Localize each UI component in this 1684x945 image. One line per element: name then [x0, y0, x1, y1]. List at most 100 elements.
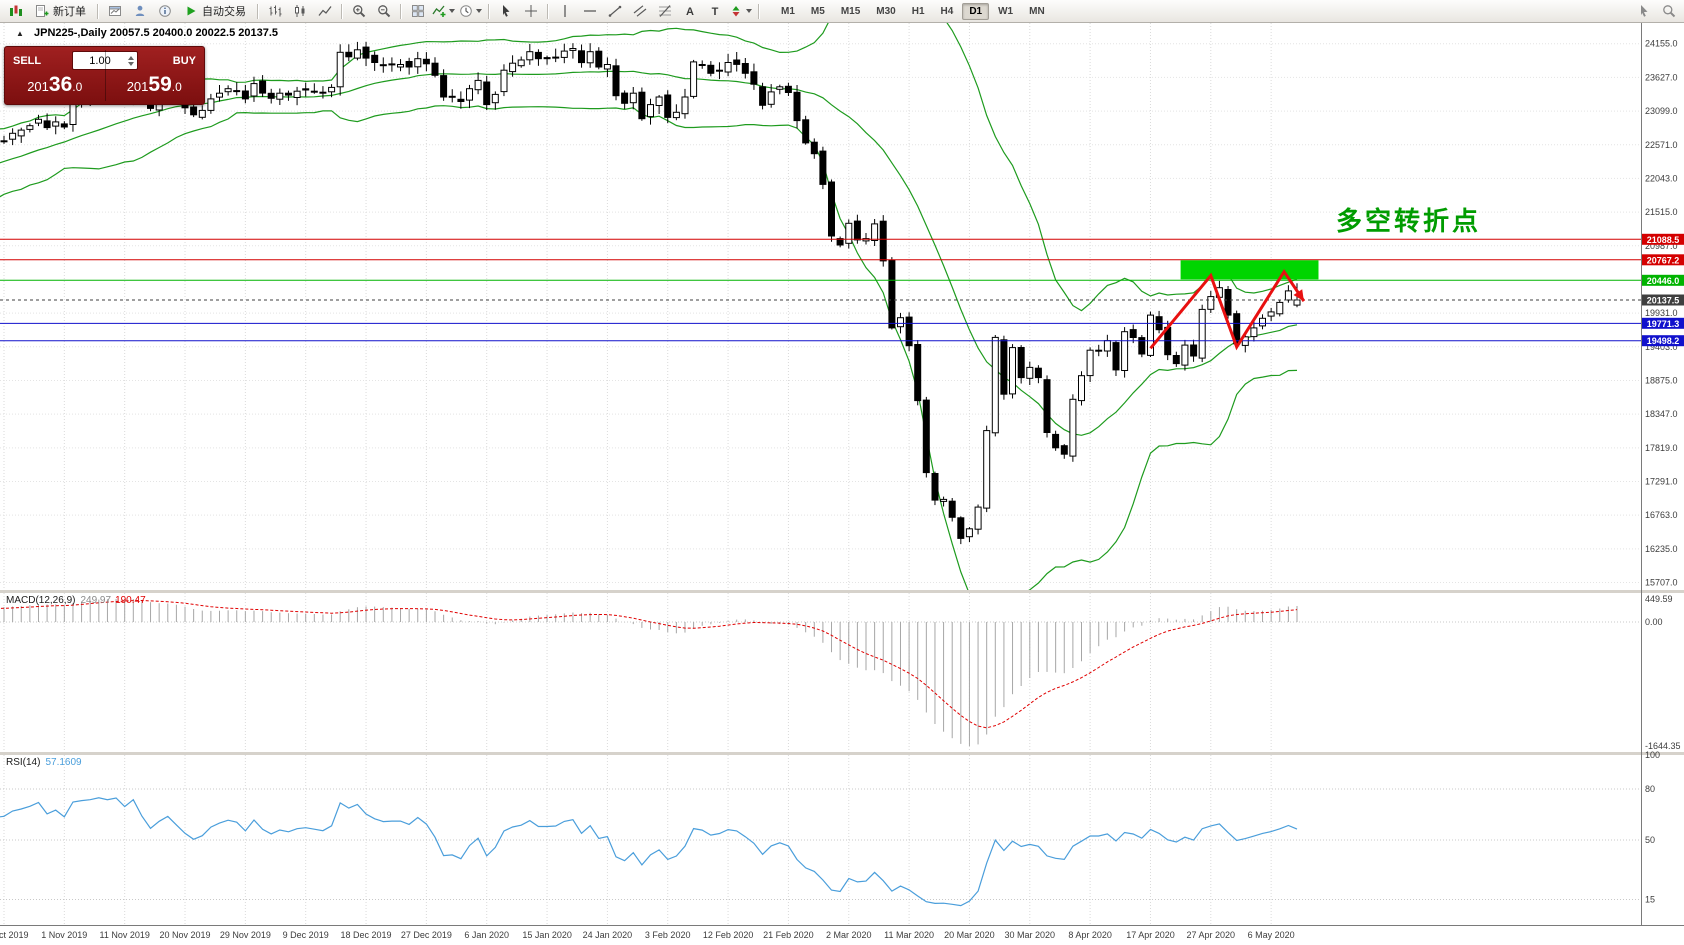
- timeframe-mn-button[interactable]: MN: [1029, 5, 1045, 17]
- dropdown-caret-icon: [476, 9, 482, 13]
- crosshair-icon: [524, 5, 537, 17]
- rsi-line: [0, 797, 1298, 907]
- buy-button[interactable]: BUY: [172, 55, 196, 67]
- text-label-button[interactable]: T: [703, 1, 726, 22]
- tile-windows-button[interactable]: [406, 1, 429, 22]
- toolbar-separator: [488, 3, 489, 19]
- search-button[interactable]: [1657, 1, 1680, 22]
- panel-separator[interactable]: [0, 752, 1684, 755]
- info-button[interactable]: [153, 1, 176, 22]
- trade-panel-divider: [104, 50, 106, 101]
- trendline-button[interactable]: [603, 1, 626, 22]
- timeframe-m30-button[interactable]: M30: [876, 5, 896, 17]
- svg-text:449.59: 449.59: [1645, 594, 1673, 604]
- timeframe-h1-button[interactable]: H1: [911, 5, 925, 17]
- sell-price[interactable]: 20136.0: [27, 73, 83, 96]
- sell-button[interactable]: SELL: [13, 55, 42, 67]
- timeframe-h4-button[interactable]: H4: [940, 5, 954, 17]
- svg-text:24155.0: 24155.0: [1645, 39, 1678, 49]
- svg-text:17819.0: 17819.0: [1645, 443, 1678, 453]
- svg-text:18 Dec 2019: 18 Dec 2019: [340, 930, 391, 940]
- bar-chart-button[interactable]: [263, 1, 286, 22]
- volume-spinner[interactable]: [127, 55, 137, 66]
- one-click-trading-panel: SELL 1.00 BUY 20136.0 20159.0: [4, 46, 205, 105]
- svg-text:15: 15: [1645, 895, 1655, 905]
- timeframe-w1-button[interactable]: W1: [998, 5, 1014, 17]
- svg-text:23099.0: 23099.0: [1645, 106, 1678, 116]
- svg-text:20446.0: 20446.0: [1647, 276, 1680, 286]
- timeframe-m15-button[interactable]: M15: [840, 5, 861, 17]
- panel-separator[interactable]: [0, 590, 1684, 593]
- chart-window-button[interactable]: [103, 1, 126, 22]
- horizontal-line-icon: [583, 10, 596, 12]
- zoom-out-icon: [377, 5, 390, 18]
- svg-text:3 Feb 2020: 3 Feb 2020: [645, 930, 691, 940]
- candlestick-chart-icon: [294, 5, 304, 17]
- toolbar-separator: [341, 3, 342, 19]
- crosshair-button[interactable]: [519, 1, 542, 22]
- vertical-line-button[interactable]: [553, 1, 576, 22]
- svg-text:21515.0: 21515.0: [1645, 207, 1678, 217]
- indicators-icon: [432, 5, 446, 17]
- highlight-zone[interactable]: [1180, 260, 1319, 280]
- svg-text:19771.3: 19771.3: [1647, 319, 1680, 329]
- cursor-button[interactable]: [494, 1, 517, 22]
- svg-text:20767.2: 20767.2: [1647, 255, 1680, 265]
- timeframe-m5-button[interactable]: M5: [810, 5, 825, 17]
- svg-text:A: A: [686, 6, 694, 18]
- rsi-axis[interactable]: 100 80 50 15: [1645, 750, 1660, 905]
- svg-text:11 Nov 2019: 11 Nov 2019: [100, 930, 150, 940]
- svg-text:12 Feb 2020: 12 Feb 2020: [703, 930, 754, 940]
- grid-horizontal: [0, 43, 1641, 584]
- svg-text:80: 80: [1645, 784, 1655, 794]
- svg-text:0.00: 0.00: [1645, 617, 1663, 627]
- line-chart-button[interactable]: [313, 1, 336, 22]
- tile-windows-icon: [411, 5, 424, 17]
- volume-value[interactable]: 1.00: [89, 54, 111, 67]
- horizontal-line-button[interactable]: [578, 1, 601, 22]
- logo-button[interactable]: [4, 1, 27, 22]
- buy-price[interactable]: 20159.0: [126, 73, 182, 96]
- rsi-name: RSI(14): [6, 757, 41, 768]
- expert-advisors-button[interactable]: [128, 1, 151, 22]
- svg-text:24 Jan 2020: 24 Jan 2020: [583, 930, 633, 940]
- macd-axis[interactable]: 449.59 0.00 -1644.35: [1645, 594, 1681, 751]
- indicators-button[interactable]: [431, 1, 456, 22]
- svg-text:27 Dec 2019: 27 Dec 2019: [401, 930, 452, 940]
- svg-text:11 Mar 2020: 11 Mar 2020: [884, 930, 934, 940]
- zoom-out-button[interactable]: [372, 1, 395, 22]
- collapse-panel-icon[interactable]: ▲: [16, 29, 24, 38]
- templates-button[interactable]: [458, 1, 483, 22]
- timeframe-m1-button[interactable]: M1: [781, 5, 795, 17]
- timeframe-d1-button[interactable]: D1: [962, 2, 990, 20]
- text-button[interactable]: A: [678, 1, 701, 22]
- svg-text:22043.0: 22043.0: [1645, 173, 1678, 183]
- search-icon: [1662, 5, 1675, 18]
- price-axis[interactable]: 24155.0 23627.0 23099.0 22571.0 22043.0 21515…: [1645, 39, 1678, 588]
- channel-icon: [633, 5, 646, 17]
- trend-zigzag-arrow[interactable]: [1149, 268, 1306, 351]
- spinner-up-icon[interactable]: [127, 55, 134, 60]
- channel-button[interactable]: [628, 1, 651, 22]
- svg-text:16235.0: 16235.0: [1645, 544, 1678, 554]
- fibonacci-button[interactable]: [653, 1, 676, 22]
- zoom-in-button[interactable]: [347, 1, 370, 22]
- volume-field[interactable]: 1.00: [71, 51, 138, 70]
- candlestick-chart-button[interactable]: [288, 1, 311, 22]
- price-level-lines[interactable]: [0, 238, 1641, 342]
- spinner-down-icon[interactable]: [127, 61, 134, 66]
- time-axis[interactable]: 23 Oct 2019 1 Nov 2019 11 Nov 2019 20 Nov 2…: [0, 930, 1295, 940]
- new-order-button[interactable]: 新订单: [29, 1, 92, 22]
- arrowhead-icon: [1293, 289, 1304, 302]
- arrows-button[interactable]: [728, 1, 753, 22]
- auto-trading-button[interactable]: 自动交易: [178, 1, 252, 22]
- price-badges: 21088.5 20767.2 20446.0 20137.5 19771.3 19498…: [1642, 233, 1684, 347]
- svg-text:21088.5: 21088.5: [1647, 235, 1680, 245]
- svg-text:15707.0: 15707.0: [1645, 578, 1678, 588]
- auto-trading-label: 自动交易: [202, 6, 246, 18]
- toolbar-separator: [400, 3, 401, 19]
- pointer-icon: [1640, 5, 1647, 17]
- svg-text:18347.0: 18347.0: [1645, 409, 1678, 419]
- pointer-tool-button[interactable]: [1632, 1, 1655, 22]
